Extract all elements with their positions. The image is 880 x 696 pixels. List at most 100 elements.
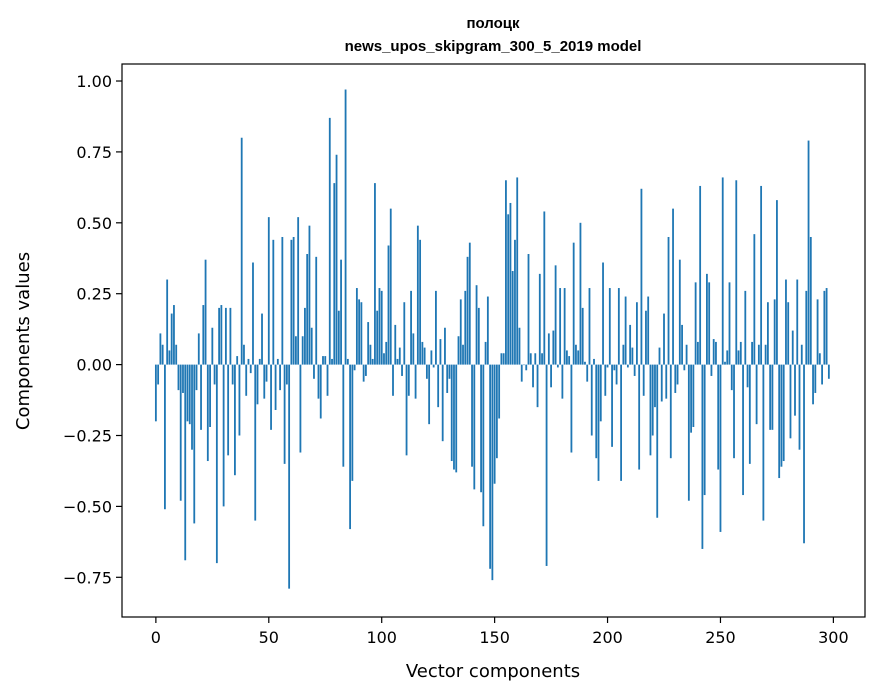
bar-158: [511, 271, 514, 365]
bar-6: [168, 350, 171, 365]
bar-144: [480, 364, 482, 493]
bar-166: [529, 353, 532, 365]
bar-267: [757, 344, 760, 365]
bar-24: [209, 364, 211, 427]
y-tick-label: 0.25: [76, 285, 112, 304]
bar-31: [224, 307, 227, 365]
bar-103: [387, 245, 390, 365]
bar-216: [642, 364, 645, 396]
bar-204: [615, 364, 618, 385]
bar-2: [159, 333, 162, 365]
bar-172: [543, 211, 546, 365]
bar-259: [739, 341, 742, 365]
y-tick-label: 0.75: [76, 143, 112, 162]
bar-160: [516, 177, 519, 365]
bar-207: [622, 344, 625, 365]
bar-7: [170, 313, 173, 365]
bar-266: [755, 364, 758, 425]
bar-35: [234, 364, 236, 476]
bar-91: [360, 302, 363, 365]
bar-205: [617, 288, 620, 365]
chart-title-line1: полоцк: [466, 15, 520, 32]
y-axis: −0.75 −0.50 −0.25 0.00 0.25 0.50 0.75 1.00: [63, 72, 122, 587]
bar-249: [717, 364, 720, 470]
bar-157: [509, 202, 512, 365]
bar-75: [324, 356, 327, 365]
bar-235: [685, 344, 688, 365]
bar-278: [782, 364, 785, 462]
bar-14: [186, 364, 189, 422]
bar-131: [450, 364, 453, 462]
bar-25: [211, 327, 214, 365]
bar-15: [188, 364, 191, 425]
bar-293: [816, 299, 819, 365]
bar-108: [398, 347, 401, 365]
bar-195: [595, 364, 598, 459]
bar-73: [319, 364, 322, 419]
x-axis-label: Vector components: [406, 661, 580, 682]
bar-245: [708, 282, 711, 365]
bar-21: [202, 305, 205, 365]
bar-254: [728, 282, 731, 365]
bar-20: [200, 364, 202, 430]
bar-38: [240, 137, 243, 365]
bar-81: [337, 310, 340, 365]
bar-50: [267, 217, 270, 365]
x-tick-label: 250: [705, 628, 736, 647]
bar-180: [561, 364, 564, 399]
bar-292: [814, 364, 817, 393]
bar-30: [222, 364, 225, 507]
bar-63: [297, 217, 300, 365]
bar-74: [322, 356, 324, 365]
bar-96: [371, 358, 374, 365]
x-tick-label: 100: [366, 628, 397, 647]
bar-183: [568, 356, 571, 365]
bar-0: [154, 364, 157, 422]
bar-53: [274, 364, 277, 410]
bar-229: [672, 208, 674, 365]
bar-241: [699, 185, 702, 365]
bar-137: [464, 290, 467, 365]
y-tick-label: 0.00: [76, 356, 112, 375]
bar-201: [608, 288, 611, 365]
bar-52: [272, 239, 275, 365]
bar-152: [498, 364, 501, 419]
bar-246: [710, 364, 713, 376]
bar-17: [193, 364, 196, 524]
bar-219: [649, 364, 652, 456]
bar-155: [505, 180, 507, 365]
bar-44: [254, 364, 257, 521]
bar-175: [550, 364, 552, 388]
bar-65: [301, 336, 304, 365]
bar-119: [423, 347, 426, 365]
bar-51: [270, 364, 272, 430]
bar-125: [437, 364, 440, 408]
bar-126: [439, 339, 442, 365]
bar-45: [256, 364, 259, 405]
bar-270: [764, 344, 767, 365]
bar-239: [694, 282, 697, 365]
bar-136: [462, 344, 464, 365]
bar-129: [446, 364, 449, 393]
bar-197: [599, 364, 602, 422]
x-tick-label: 200: [592, 628, 623, 647]
bar-230: [674, 364, 677, 393]
bar-213: [636, 302, 638, 365]
y-axis-label: Components values: [13, 252, 34, 430]
bar-190: [584, 361, 586, 365]
bar-297: [825, 288, 828, 365]
bar-134: [457, 336, 460, 365]
bar-222: [656, 364, 659, 518]
bar-68: [308, 225, 311, 365]
bar-133: [455, 364, 458, 473]
bar-291: [812, 364, 814, 405]
bar-149: [491, 364, 494, 581]
bar-215: [640, 188, 643, 365]
bar-231: [676, 364, 679, 385]
bar-167: [532, 364, 534, 388]
bar-280: [787, 302, 790, 365]
bar-258: [737, 350, 740, 365]
bar-148: [489, 364, 492, 569]
y-tick-label: −0.75: [63, 568, 112, 587]
bar-11: [179, 364, 182, 501]
